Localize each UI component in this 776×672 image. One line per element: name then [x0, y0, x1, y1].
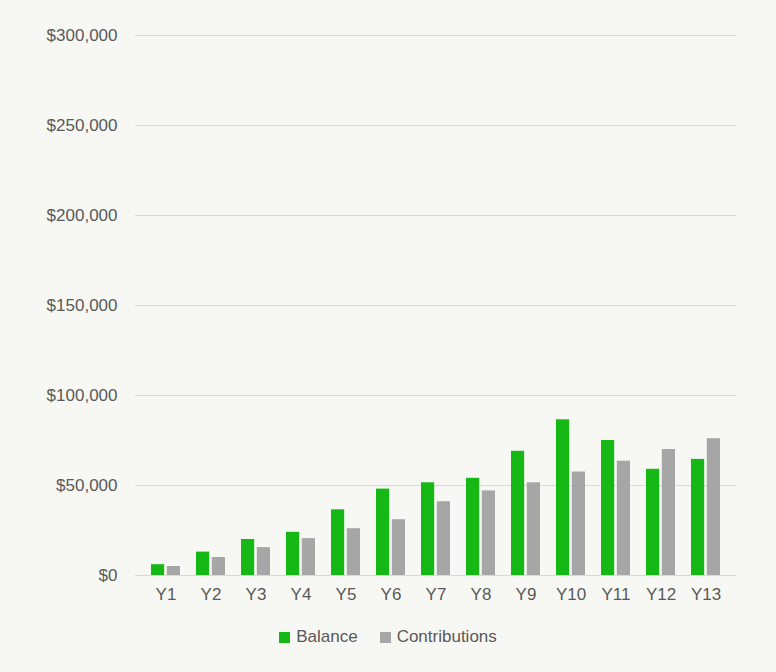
svg-text:$100,000: $100,000	[47, 386, 118, 405]
svg-text:$0: $0	[99, 566, 118, 585]
svg-text:Y1: Y1	[156, 585, 177, 604]
svg-text:$250,000: $250,000	[47, 116, 118, 135]
svg-text:Y12: Y12	[646, 585, 676, 604]
svg-text:Y4: Y4	[291, 585, 312, 604]
svg-text:$200,000: $200,000	[47, 206, 118, 225]
html-text:Balance: Balance	[296, 627, 358, 646]
svg-text:Y13: Y13	[691, 585, 721, 604]
svg-text:$150,000: $150,000	[47, 296, 118, 315]
html-text:Contributions: Contributions	[396, 627, 497, 646]
svg-text:Y10: Y10	[556, 585, 586, 604]
svg-text:Y6: Y6	[381, 585, 402, 604]
svg-text:Y7: Y7	[426, 585, 447, 604]
svg-text:Y8: Y8	[471, 585, 492, 604]
svg-text:$50,000: $50,000	[56, 476, 117, 495]
svg-text:$300,000: $300,000	[47, 26, 118, 45]
svg-text:Y11: Y11	[602, 585, 631, 604]
svg-text:Y5: Y5	[336, 585, 357, 604]
svg-text:Y3: Y3	[246, 585, 267, 604]
svg-text:Y9: Y9	[516, 585, 537, 604]
svg-text:Y2: Y2	[201, 585, 222, 604]
